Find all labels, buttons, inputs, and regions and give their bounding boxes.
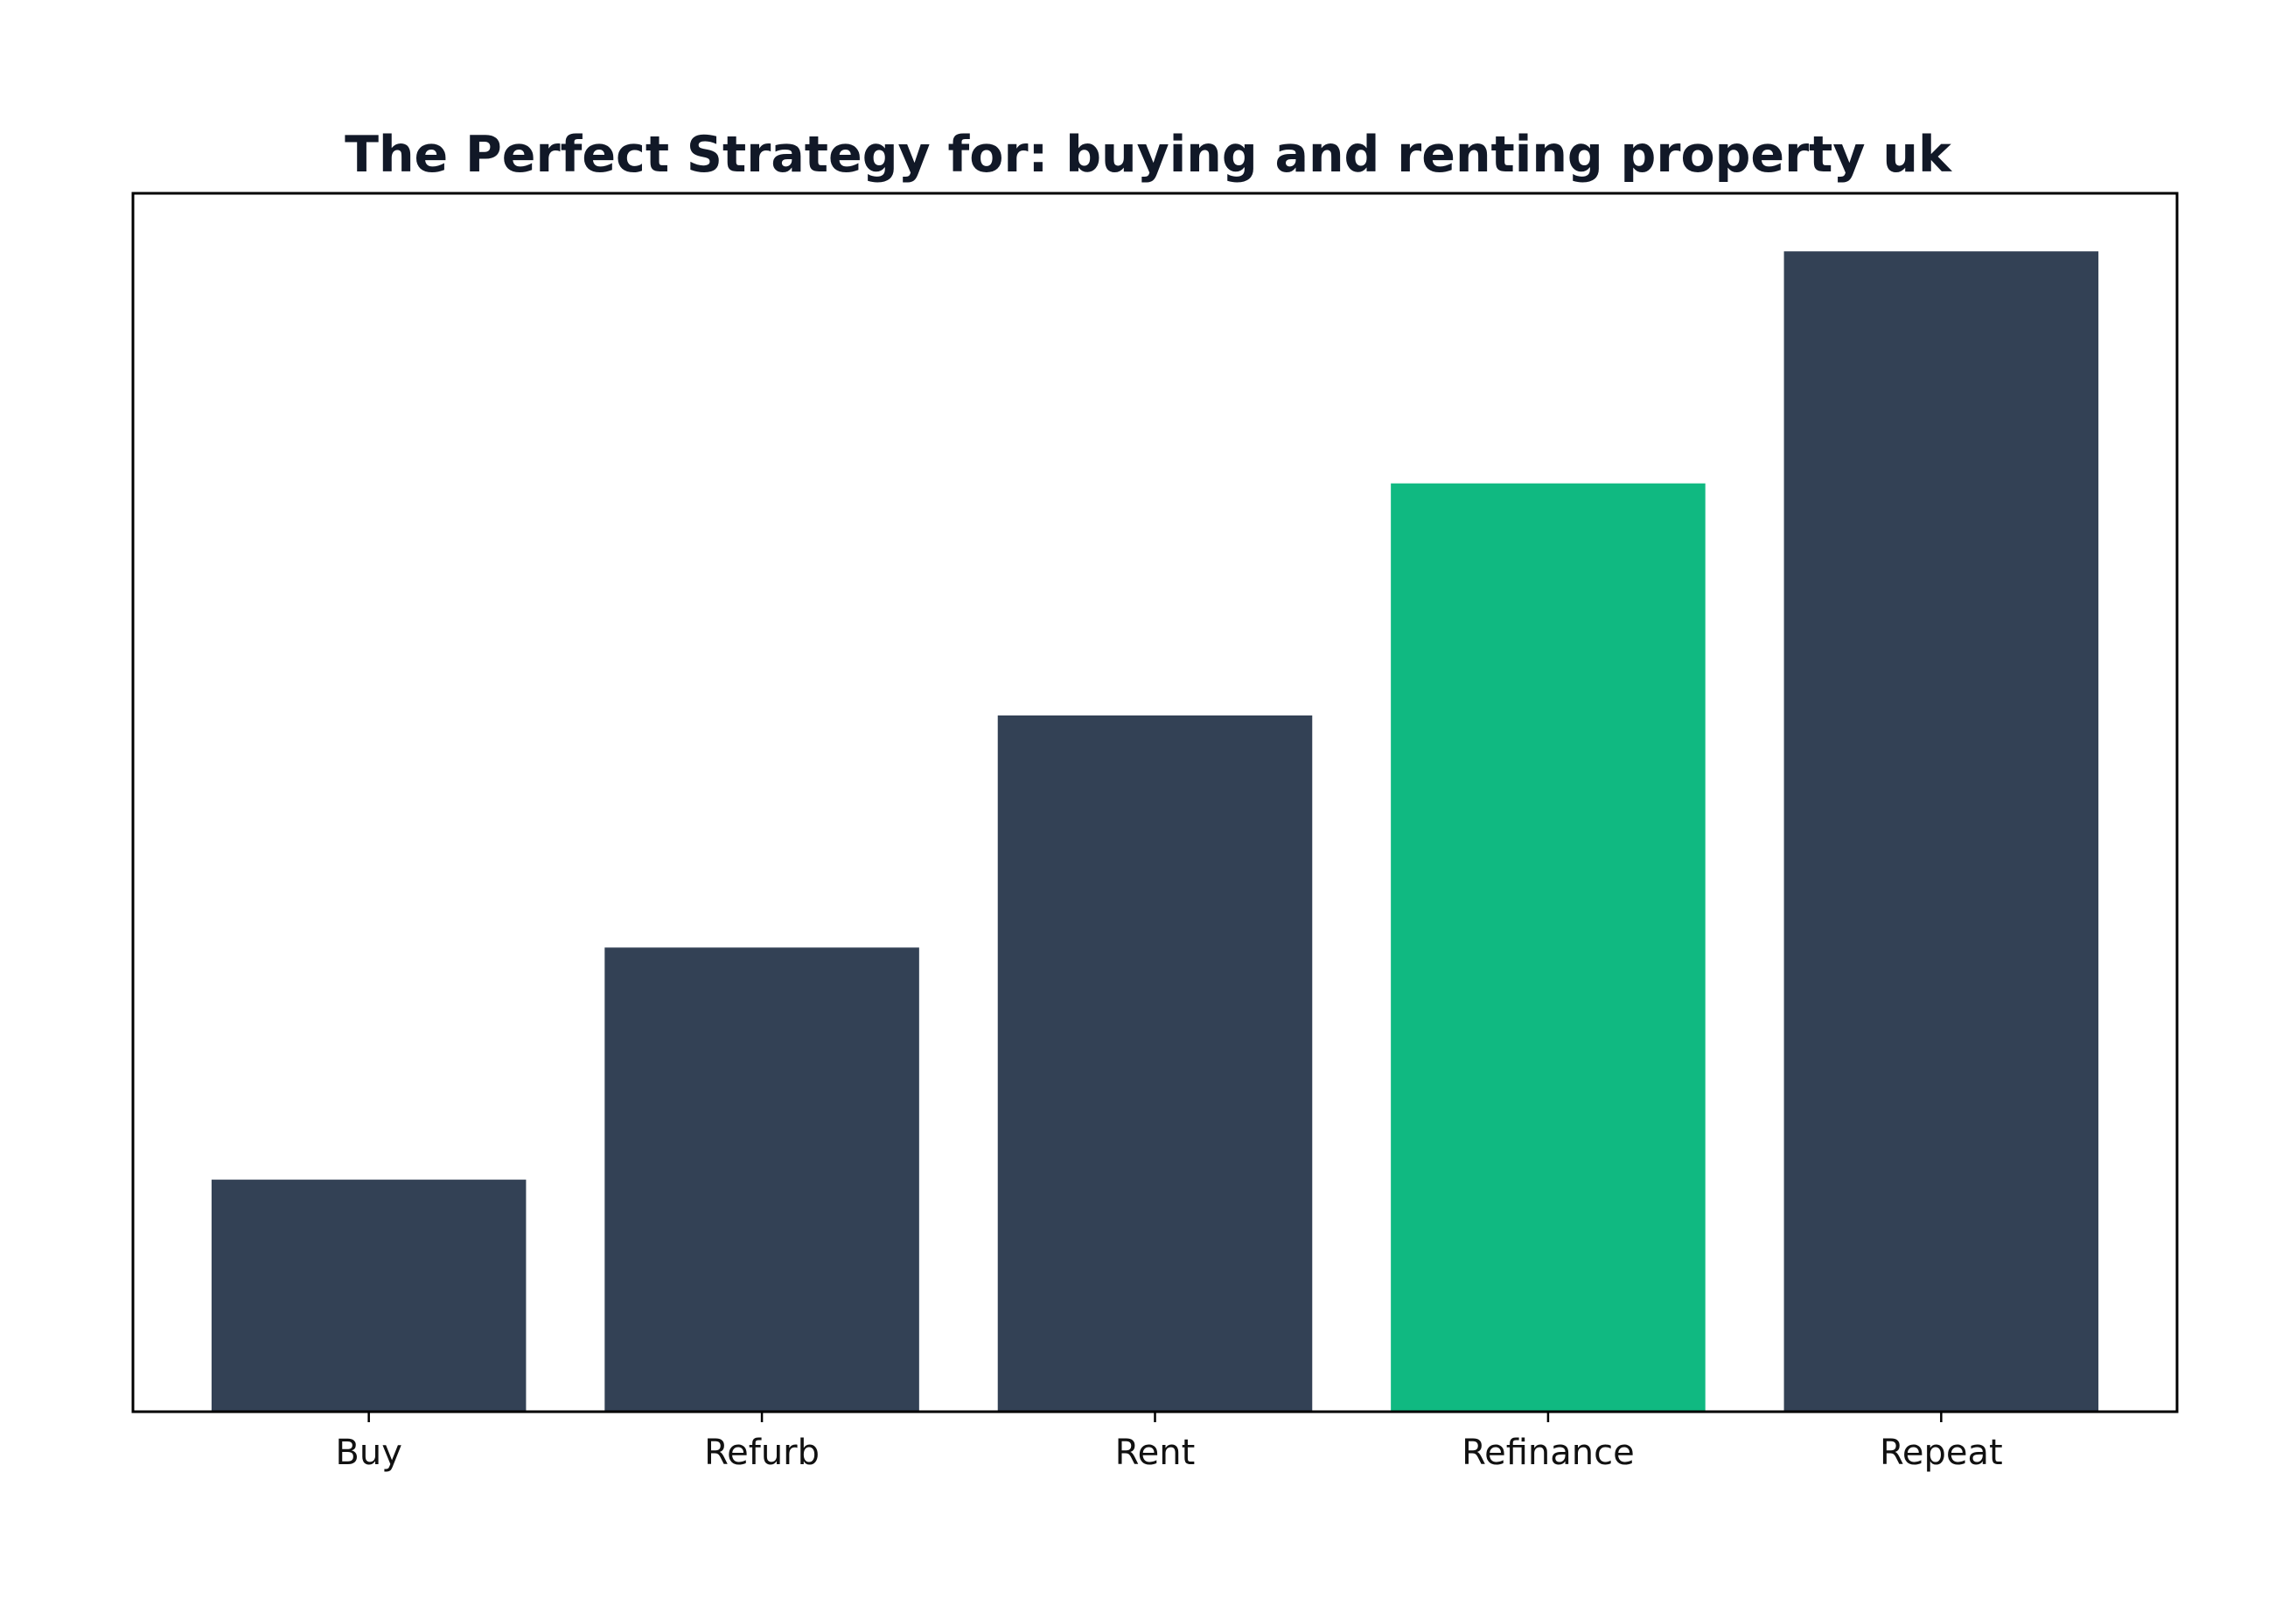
bar-rent: [997, 715, 1313, 1412]
x-axis-ticks: Buy Refurb Rent Refinance Repeat: [335, 1412, 2003, 1473]
x-tick-label: Rent: [1115, 1433, 1196, 1473]
x-tick-label: Refurb: [704, 1433, 820, 1473]
bars-layer: [211, 251, 2099, 1412]
chart-title: The Perfect Strategy for: buying and ren…: [345, 126, 1951, 184]
bar-refinance: [1391, 483, 1706, 1412]
x-tick-label: Repeat: [1880, 1433, 2003, 1473]
bar-repeat: [1783, 251, 2099, 1412]
x-tick-label: Refinance: [1462, 1433, 1635, 1473]
x-tick-label: Buy: [335, 1433, 401, 1473]
axes-frame: [131, 192, 2179, 1413]
bar-refurb: [604, 947, 919, 1412]
bar-buy: [211, 1179, 527, 1412]
